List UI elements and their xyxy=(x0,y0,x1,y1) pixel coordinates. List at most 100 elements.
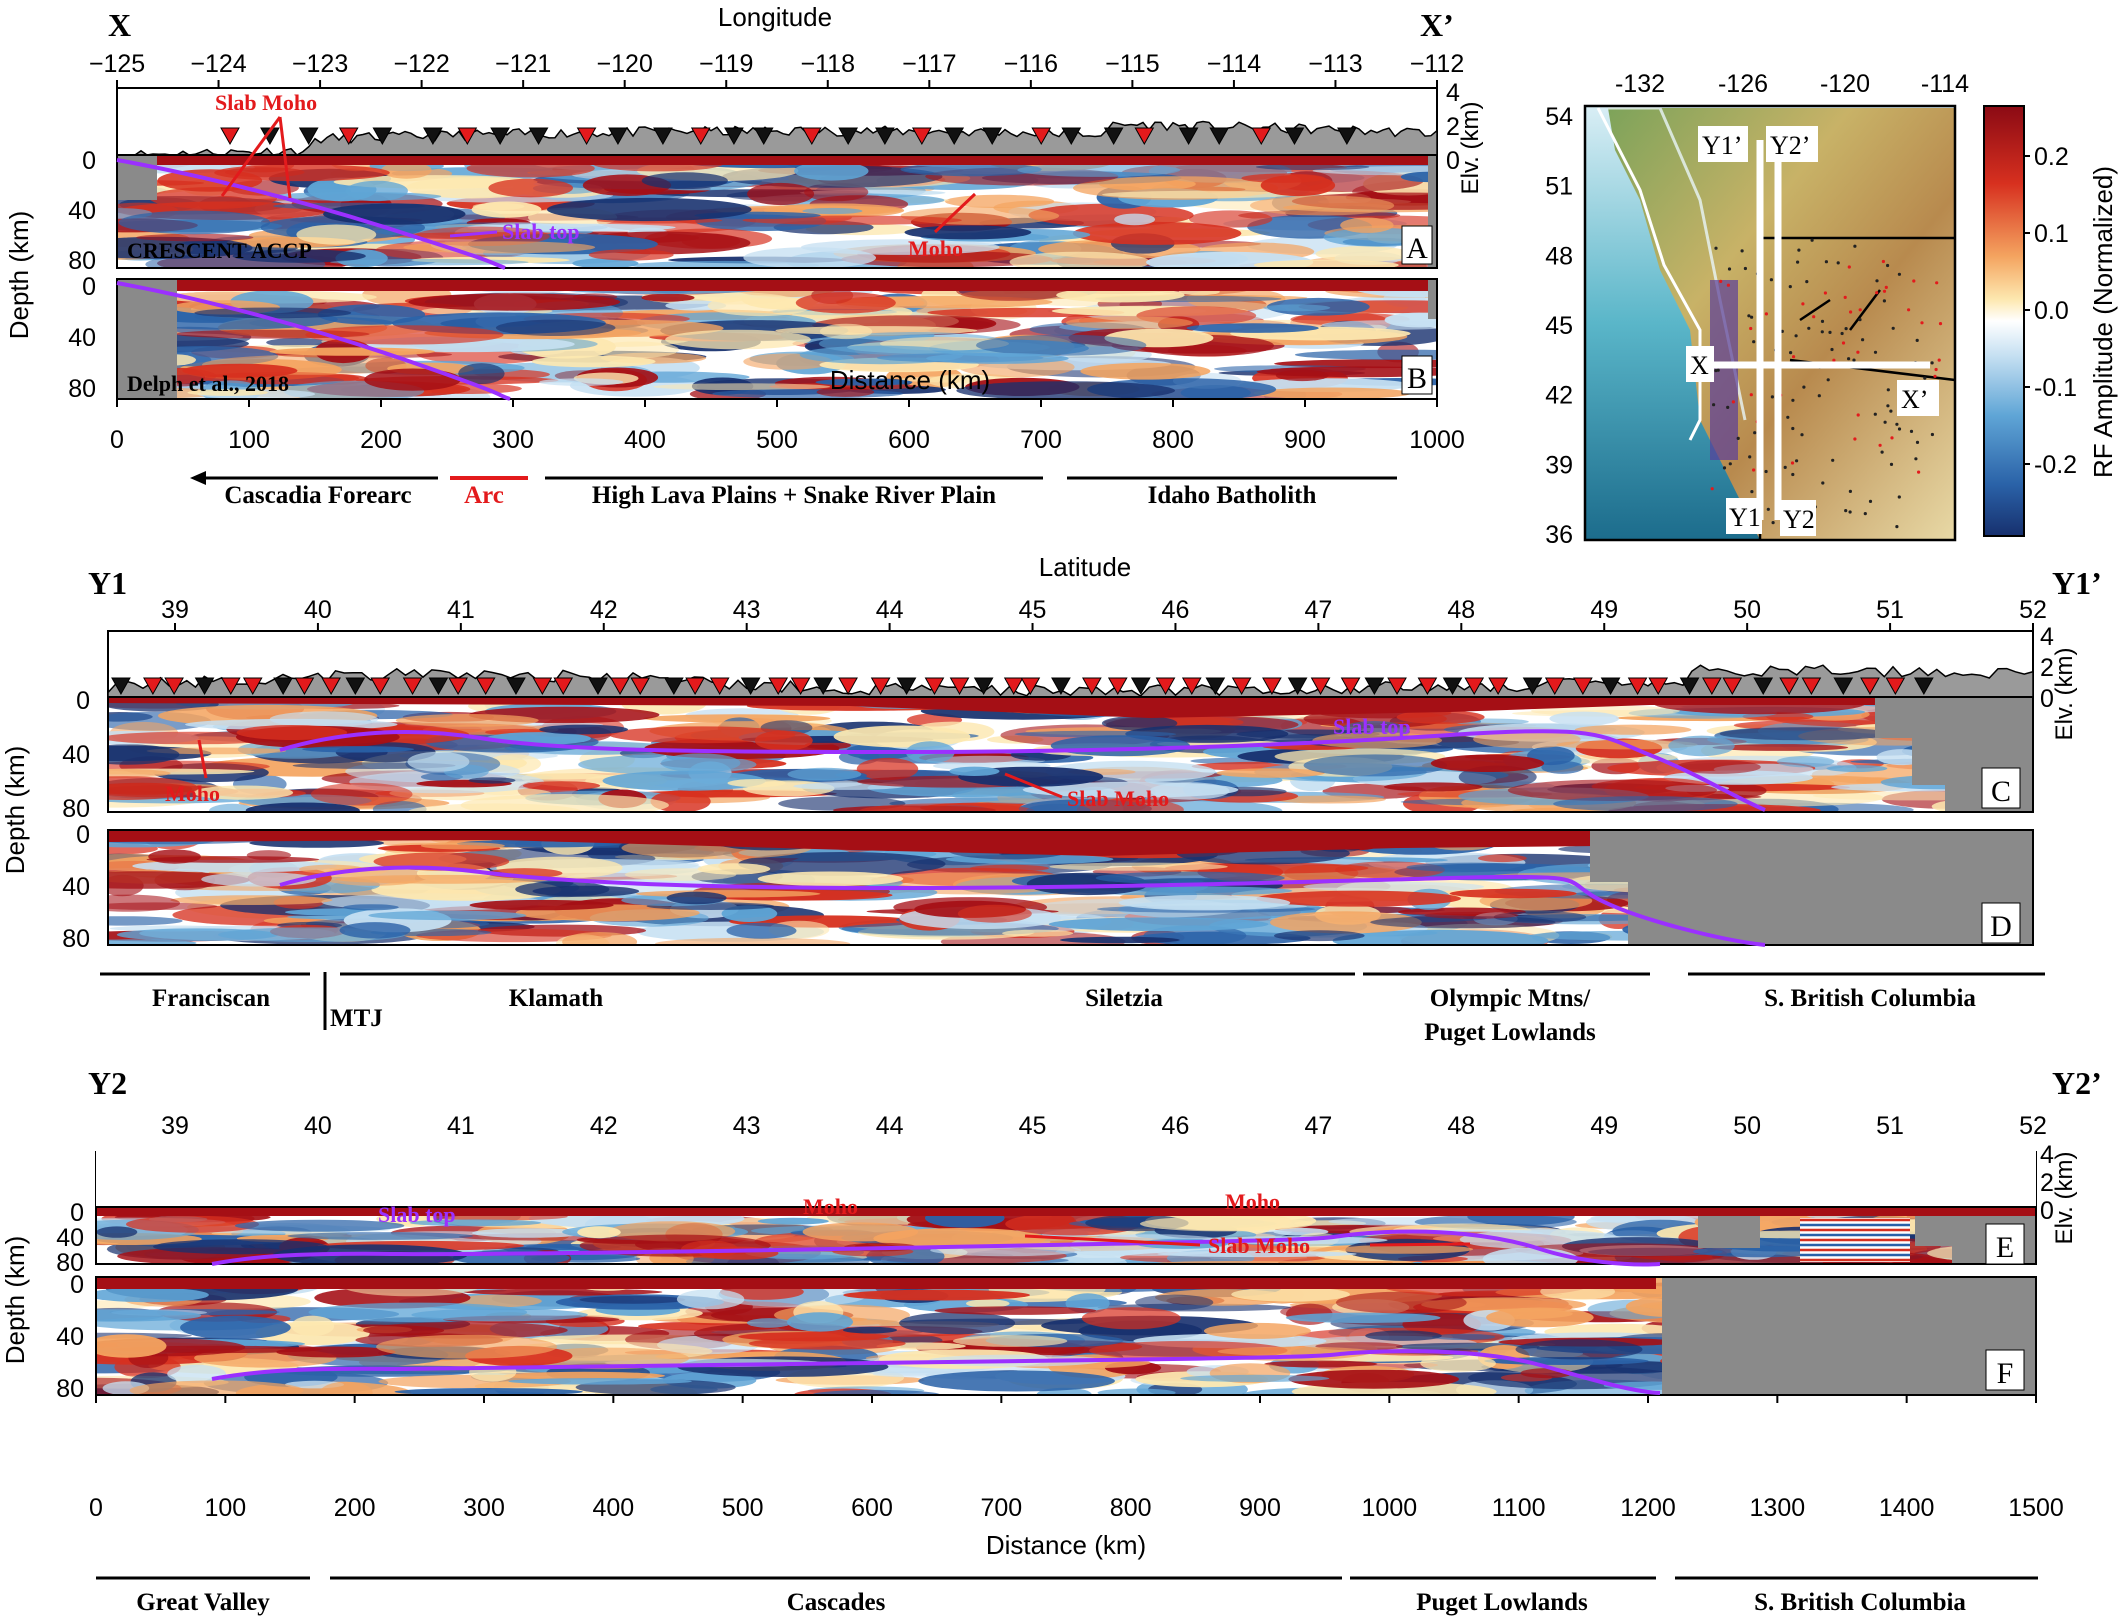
rf-blob xyxy=(376,1334,558,1359)
rf-blob xyxy=(407,751,470,772)
rf-blob xyxy=(799,345,964,365)
rf-blob xyxy=(787,1312,853,1332)
rf-blob xyxy=(1473,730,1581,749)
map-station-dot xyxy=(1873,350,1878,354)
region-label: Arc xyxy=(464,482,504,509)
rf-blob xyxy=(975,334,1147,356)
map-station-dot xyxy=(1861,338,1865,342)
tick-label: 40 xyxy=(62,741,90,769)
rf-blob xyxy=(843,1326,897,1334)
tick-label: 0 xyxy=(82,147,96,175)
region-label: High Lava Plains + Snake River Plain xyxy=(592,482,996,509)
region-label: Cascadia Forearc xyxy=(224,482,411,509)
panel-label: E xyxy=(1996,1231,2014,1264)
panel-label-box xyxy=(1401,225,1433,265)
panel-label-box xyxy=(1985,1349,2025,1391)
rf-blob xyxy=(843,1289,1030,1301)
rf-blob xyxy=(345,180,408,202)
rf-blob xyxy=(149,187,278,209)
annotation-arrow xyxy=(1004,772,1063,799)
rf-blob xyxy=(1076,798,1184,812)
tick-label: −115 xyxy=(1105,50,1159,78)
map-station-dot xyxy=(1856,350,1860,354)
tick-label: 400 xyxy=(624,426,666,454)
tick-label: 0 xyxy=(1446,147,1460,175)
station-marker xyxy=(1181,677,1202,696)
rf-blob xyxy=(635,890,821,898)
slab-top-line xyxy=(211,1229,1661,1267)
rf-blob xyxy=(291,1315,335,1337)
tick-label: 1000 xyxy=(1362,1494,1418,1522)
rf-blob xyxy=(609,726,796,744)
tick-label: 0.2 xyxy=(2034,143,2069,171)
station-marker xyxy=(506,677,526,696)
rf-blob xyxy=(1335,1291,1467,1314)
station-marker xyxy=(724,127,744,146)
tick-label: 51 xyxy=(1876,596,1904,624)
section-start-label: X xyxy=(108,7,131,43)
rf-blob xyxy=(413,226,550,247)
rf-blob xyxy=(1101,715,1178,731)
tick-label: 900 xyxy=(1284,426,1326,454)
rf-blob xyxy=(460,794,669,812)
tick-label: 80 xyxy=(68,375,96,403)
rf-blob xyxy=(1118,895,1291,911)
rf-blob xyxy=(859,803,1035,812)
map-station-dot xyxy=(1915,440,1920,444)
panel-label-box xyxy=(1981,902,2021,944)
tick-label: 54 xyxy=(1545,103,1573,131)
tick-label: 100 xyxy=(204,1494,246,1522)
rf-blob xyxy=(795,292,896,314)
station-marker xyxy=(220,127,240,146)
map-station-dot xyxy=(1891,326,1895,330)
panel-label-box xyxy=(1981,767,2021,809)
rf-blob xyxy=(381,161,432,179)
station-marker xyxy=(1464,677,1485,696)
rf-blob xyxy=(802,207,863,215)
region-label: Puget Lowlands xyxy=(1416,1589,1588,1616)
section-start-label: Y2 xyxy=(88,1065,127,1101)
station-marker xyxy=(457,127,478,146)
rf-blob xyxy=(1663,770,1813,785)
station-marker xyxy=(1860,677,1880,696)
rf-blob xyxy=(1216,768,1325,778)
station-marker xyxy=(372,127,393,146)
panel-label: A xyxy=(1406,232,1428,265)
station-marker xyxy=(1262,677,1282,696)
rf-blob xyxy=(816,387,875,397)
tick-label: 200 xyxy=(360,426,402,454)
rf-blob xyxy=(1097,1388,1176,1395)
map-station-dot xyxy=(1823,291,1827,295)
map-station-dot xyxy=(1740,249,1744,253)
rf-blob xyxy=(661,753,741,773)
tick-label: 45 xyxy=(1545,312,1573,340)
rf-blob xyxy=(245,802,360,812)
map-station-dot xyxy=(1881,259,1885,264)
rf-blob xyxy=(949,766,1000,776)
station-marker xyxy=(753,127,774,146)
elevation-ticks: 4 2 0 xyxy=(1446,79,1460,175)
station-marker xyxy=(1337,127,1357,146)
rf-blob xyxy=(118,210,271,235)
tick-label: 100 xyxy=(228,426,270,454)
map-station-dot xyxy=(1714,369,1718,373)
rf-blob xyxy=(371,878,562,901)
no-data-mask xyxy=(1698,1216,2036,1264)
rf-blob xyxy=(577,1226,621,1239)
station-markers xyxy=(111,677,1934,696)
map-station-dot xyxy=(1844,509,1848,513)
station-marker xyxy=(490,127,510,146)
tick-label: 4 xyxy=(2040,1141,2054,1169)
station-marker xyxy=(653,127,673,146)
section-end-label: Y1’ xyxy=(2052,565,2102,601)
rf-blob xyxy=(1072,221,1242,245)
station-marker xyxy=(1155,677,1176,696)
station-marker xyxy=(768,677,789,696)
tick-label: −120 xyxy=(597,50,653,78)
tick-label: 0 xyxy=(2040,685,2054,713)
rf-blob xyxy=(748,1337,906,1350)
rf-blob xyxy=(754,730,813,751)
no-data-mask xyxy=(1590,830,2033,945)
map-station-dot xyxy=(1790,461,1795,465)
tick-label: 39 xyxy=(161,596,189,624)
